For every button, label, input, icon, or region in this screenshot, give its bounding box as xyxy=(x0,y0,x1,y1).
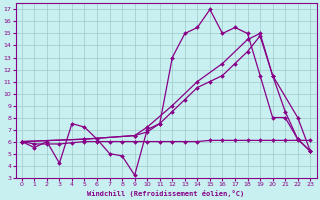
X-axis label: Windchill (Refroidissement éolien,°C): Windchill (Refroidissement éolien,°C) xyxy=(87,190,245,197)
